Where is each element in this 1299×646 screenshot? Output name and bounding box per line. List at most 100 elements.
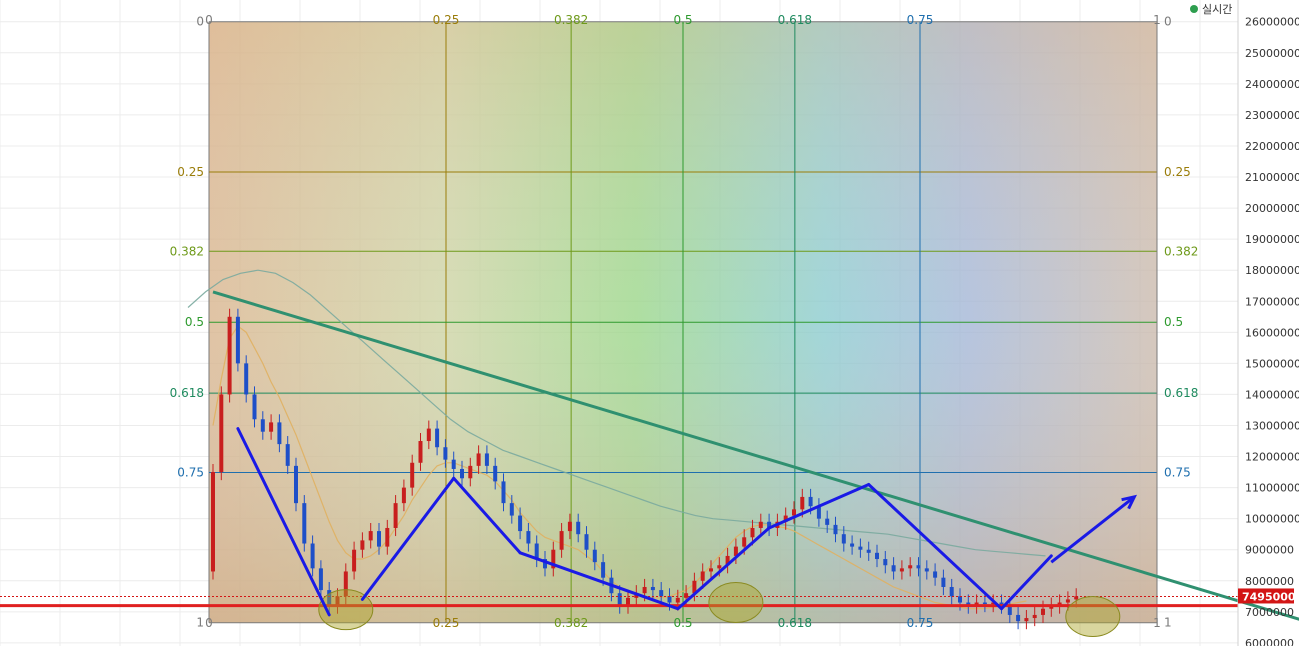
candle-body — [667, 596, 672, 603]
zigzag-segment — [676, 526, 771, 611]
candle-body — [875, 552, 879, 560]
candle-body — [385, 527, 390, 547]
candle-body — [908, 565, 913, 569]
candle-body — [294, 465, 298, 504]
candle-body — [393, 503, 398, 528]
candle-body — [617, 593, 622, 606]
y-tick-label: 12000000 — [1245, 451, 1299, 464]
realtime-label: 실시간 — [1202, 3, 1233, 16]
fib-left-label: 0.5 — [185, 315, 204, 329]
candle-body — [551, 549, 556, 569]
candle-body — [833, 524, 838, 535]
candle-body — [377, 531, 381, 547]
highlight-ellipse — [318, 589, 374, 631]
candle-body — [733, 546, 738, 556]
candle-body — [717, 565, 722, 569]
candle-body — [800, 496, 805, 510]
candle-body — [999, 602, 1004, 606]
candle-body — [1032, 614, 1037, 619]
candle-body — [352, 549, 357, 572]
y-tick-label: 24000000 — [1245, 78, 1299, 91]
candle-body — [642, 586, 647, 594]
candle-body — [966, 602, 971, 606]
candle-body — [269, 422, 274, 432]
candle-body — [758, 521, 763, 528]
fib-left-label: 0 — [196, 15, 204, 29]
y-tick-label: 14000000 — [1245, 388, 1299, 401]
fib-left-label: 0.25 — [177, 165, 204, 179]
candle-body — [808, 496, 813, 507]
candle-body — [675, 597, 680, 603]
candle-body — [244, 363, 249, 395]
candle-body — [783, 515, 788, 522]
fib-bottom-label: 0.75 — [907, 616, 934, 630]
realtime-indicator[interactable]: 실시간 — [1190, 1, 1232, 17]
candle-body — [601, 562, 606, 578]
candle-body — [592, 549, 597, 563]
candle-body — [659, 590, 664, 597]
candle-body — [1041, 608, 1045, 615]
fib-right-label: 0.75 — [1164, 465, 1191, 479]
fib-right-label: 0 — [1164, 15, 1172, 29]
fib-top-label: 0.5 — [673, 13, 692, 27]
zigzag-segment — [767, 483, 871, 530]
fib-top-label: 0.75 — [907, 13, 934, 27]
zigzag-segment — [518, 551, 680, 611]
candle-body — [792, 509, 796, 516]
fib-right-label: 0.25 — [1164, 165, 1191, 179]
fib-right-label: 1 — [1164, 616, 1172, 630]
fib-right-label: 0.618 — [1164, 386, 1198, 400]
candle-body — [841, 534, 846, 544]
candle-body — [858, 546, 863, 550]
candle-body — [451, 459, 456, 469]
candle-body — [576, 521, 581, 535]
candle-body — [750, 527, 755, 538]
y-tick-label: 8000000 — [1245, 575, 1294, 588]
fib-top-label: 0 — [205, 13, 213, 27]
candle-body — [816, 506, 821, 519]
candle-body — [924, 568, 929, 572]
candle-body — [899, 568, 904, 572]
candle-body — [584, 534, 589, 550]
current-price-label: 7495000 — [1242, 590, 1296, 603]
fib-right-label: 0.5 — [1164, 315, 1183, 329]
y-tick-label: 7000000 — [1245, 606, 1294, 619]
candle-body — [443, 447, 448, 460]
candle-body — [700, 571, 705, 581]
trendline-layer — [0, 290, 1299, 621]
candle-body — [1007, 605, 1012, 615]
zigzag-segment — [1000, 554, 1053, 611]
y-tick-label: 11000000 — [1245, 482, 1299, 495]
candle-body — [974, 602, 979, 606]
candle-body — [518, 515, 523, 532]
candle-body — [709, 568, 713, 572]
candle-body — [211, 472, 215, 572]
y-tick-label: 10000000 — [1245, 513, 1299, 526]
fib-bottom-label: 0.5 — [673, 616, 692, 630]
y-tick-label: 19000000 — [1245, 233, 1299, 246]
highlight-ellipse — [708, 582, 764, 624]
candlesticks — [211, 308, 1079, 630]
candle-body — [401, 487, 406, 504]
zigzag-segment — [452, 476, 522, 555]
candle-body — [235, 316, 240, 364]
candle-body — [343, 571, 348, 597]
candle-body — [484, 453, 489, 466]
candle-body — [1024, 618, 1029, 622]
fib-bottom-label: 0 — [205, 616, 213, 630]
candle-body — [767, 521, 772, 528]
highlight-ellipse — [1065, 595, 1121, 637]
candle-body — [426, 428, 431, 442]
candle-body — [850, 543, 855, 547]
fib-top-label: 1 — [1153, 13, 1161, 27]
candle-body — [418, 441, 423, 463]
zigzag-segment — [236, 427, 331, 617]
candle-body — [883, 559, 888, 566]
candle-body — [742, 537, 747, 547]
candle-body — [891, 565, 896, 572]
fibonacci-lines — [208, 21, 1158, 624]
y-tick-label: 16000000 — [1245, 326, 1299, 339]
candle-body — [302, 503, 307, 544]
candle-body — [1065, 599, 1070, 603]
